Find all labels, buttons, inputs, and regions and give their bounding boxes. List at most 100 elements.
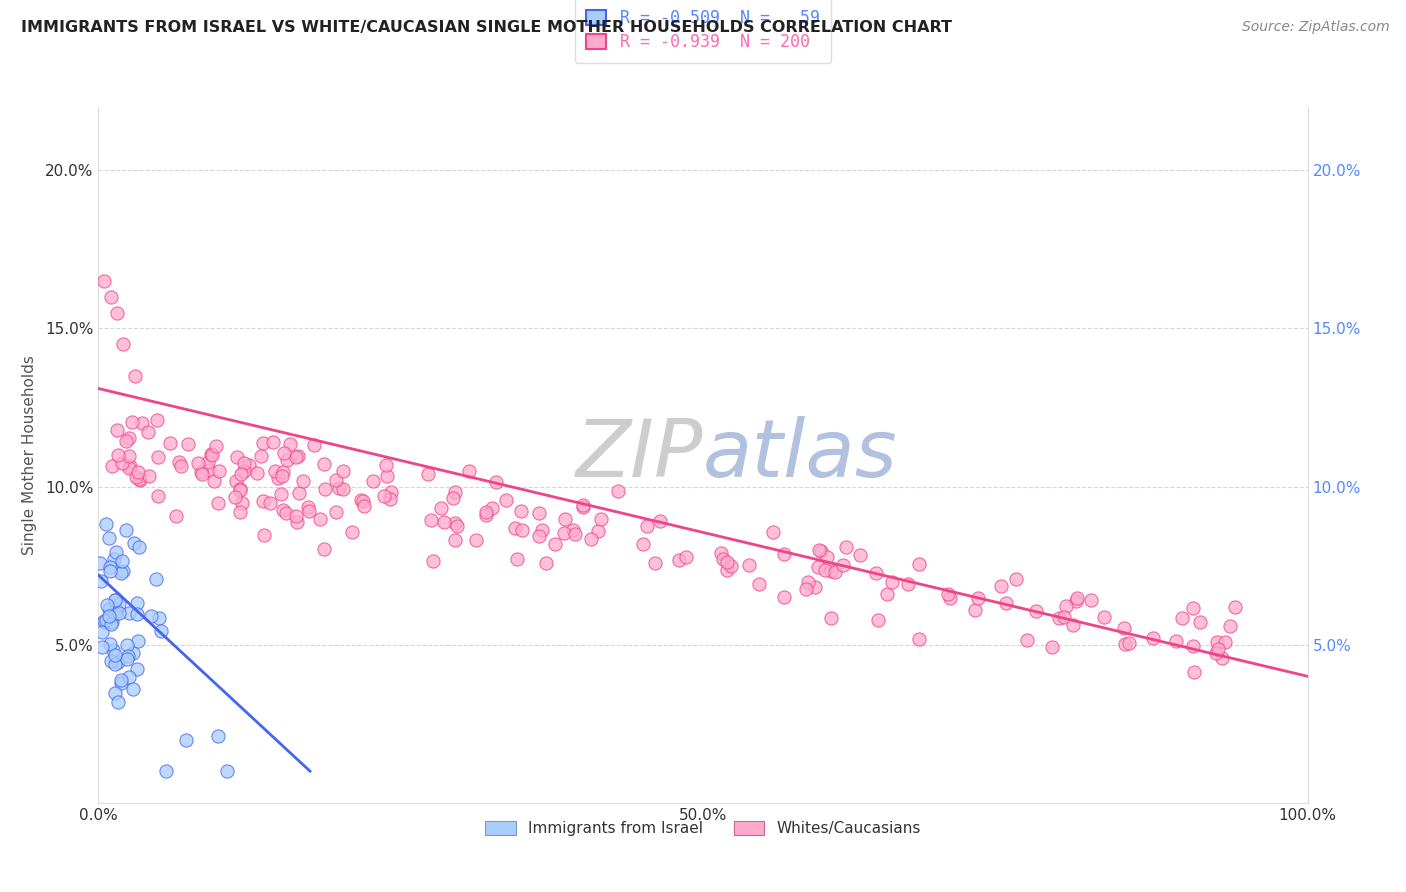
Point xyxy=(118,606,141,620)
Point xyxy=(122,646,145,660)
Point xyxy=(200,447,222,461)
Point xyxy=(104,592,127,607)
Point xyxy=(762,524,785,539)
Point xyxy=(849,549,872,563)
Point xyxy=(352,493,374,508)
Point xyxy=(710,546,733,560)
Point xyxy=(588,524,610,539)
Point xyxy=(1208,642,1230,657)
Point xyxy=(939,591,962,605)
Point xyxy=(288,486,311,500)
Point xyxy=(1188,615,1211,629)
Point xyxy=(115,652,138,666)
Point xyxy=(271,502,294,516)
Point xyxy=(238,458,260,472)
Point xyxy=(150,624,173,638)
Point xyxy=(246,466,269,480)
Point xyxy=(1182,665,1205,679)
Point xyxy=(259,496,281,510)
Point xyxy=(131,416,153,430)
Point xyxy=(882,574,904,589)
Point xyxy=(93,615,115,629)
Point xyxy=(579,532,602,546)
Point xyxy=(820,564,842,578)
Point xyxy=(115,434,138,448)
Point xyxy=(197,455,219,469)
Point xyxy=(1114,637,1136,651)
Legend: Immigrants from Israel, Whites/Caucasians: Immigrants from Israel, Whites/Caucasian… xyxy=(478,814,928,844)
Point xyxy=(276,453,298,467)
Point xyxy=(270,486,292,500)
Point xyxy=(510,504,533,518)
Point xyxy=(803,581,825,595)
Point xyxy=(124,536,146,550)
Point xyxy=(668,552,690,566)
Point xyxy=(591,512,613,526)
Point xyxy=(332,464,354,478)
Point xyxy=(107,448,129,462)
Point xyxy=(215,764,238,779)
Point xyxy=(1118,636,1140,650)
Point xyxy=(738,558,761,573)
Point xyxy=(553,512,575,526)
Point xyxy=(748,577,770,591)
Point xyxy=(1206,635,1229,649)
Point xyxy=(328,481,350,495)
Point xyxy=(127,607,149,622)
Point xyxy=(100,654,122,668)
Point xyxy=(292,474,315,488)
Point xyxy=(285,508,308,523)
Point xyxy=(325,473,347,487)
Point xyxy=(648,515,671,529)
Point xyxy=(108,606,131,620)
Point xyxy=(416,467,439,482)
Point xyxy=(177,436,200,450)
Point xyxy=(159,435,181,450)
Point xyxy=(304,438,326,452)
Point xyxy=(276,506,298,520)
Point xyxy=(444,533,467,547)
Point xyxy=(636,519,658,533)
Point xyxy=(225,474,247,488)
Point xyxy=(312,457,335,471)
Point xyxy=(908,632,931,647)
Point xyxy=(202,474,225,488)
Point xyxy=(1213,635,1236,649)
Point xyxy=(866,613,889,627)
Point xyxy=(148,611,170,625)
Point xyxy=(118,461,141,475)
Point xyxy=(297,500,319,515)
Point xyxy=(332,483,354,497)
Point xyxy=(125,470,148,484)
Point xyxy=(229,482,252,496)
Point xyxy=(773,547,796,561)
Point xyxy=(1053,609,1076,624)
Point xyxy=(97,601,120,615)
Point xyxy=(361,474,384,488)
Point xyxy=(876,587,898,601)
Point xyxy=(124,368,146,383)
Point xyxy=(249,449,271,463)
Point xyxy=(1042,640,1064,654)
Point xyxy=(264,464,287,478)
Point xyxy=(121,415,143,429)
Point xyxy=(897,576,920,591)
Point xyxy=(111,564,134,578)
Point xyxy=(810,543,832,558)
Point xyxy=(198,463,221,477)
Point xyxy=(201,448,224,462)
Point xyxy=(115,523,138,537)
Point xyxy=(90,574,112,589)
Point xyxy=(115,638,138,652)
Point xyxy=(433,515,456,529)
Point xyxy=(720,558,742,573)
Point xyxy=(287,450,309,464)
Point xyxy=(174,733,197,747)
Point xyxy=(561,523,583,537)
Point xyxy=(207,495,229,509)
Point xyxy=(91,624,114,639)
Point xyxy=(110,566,132,580)
Point xyxy=(835,540,858,554)
Point xyxy=(531,524,554,538)
Point xyxy=(96,613,118,627)
